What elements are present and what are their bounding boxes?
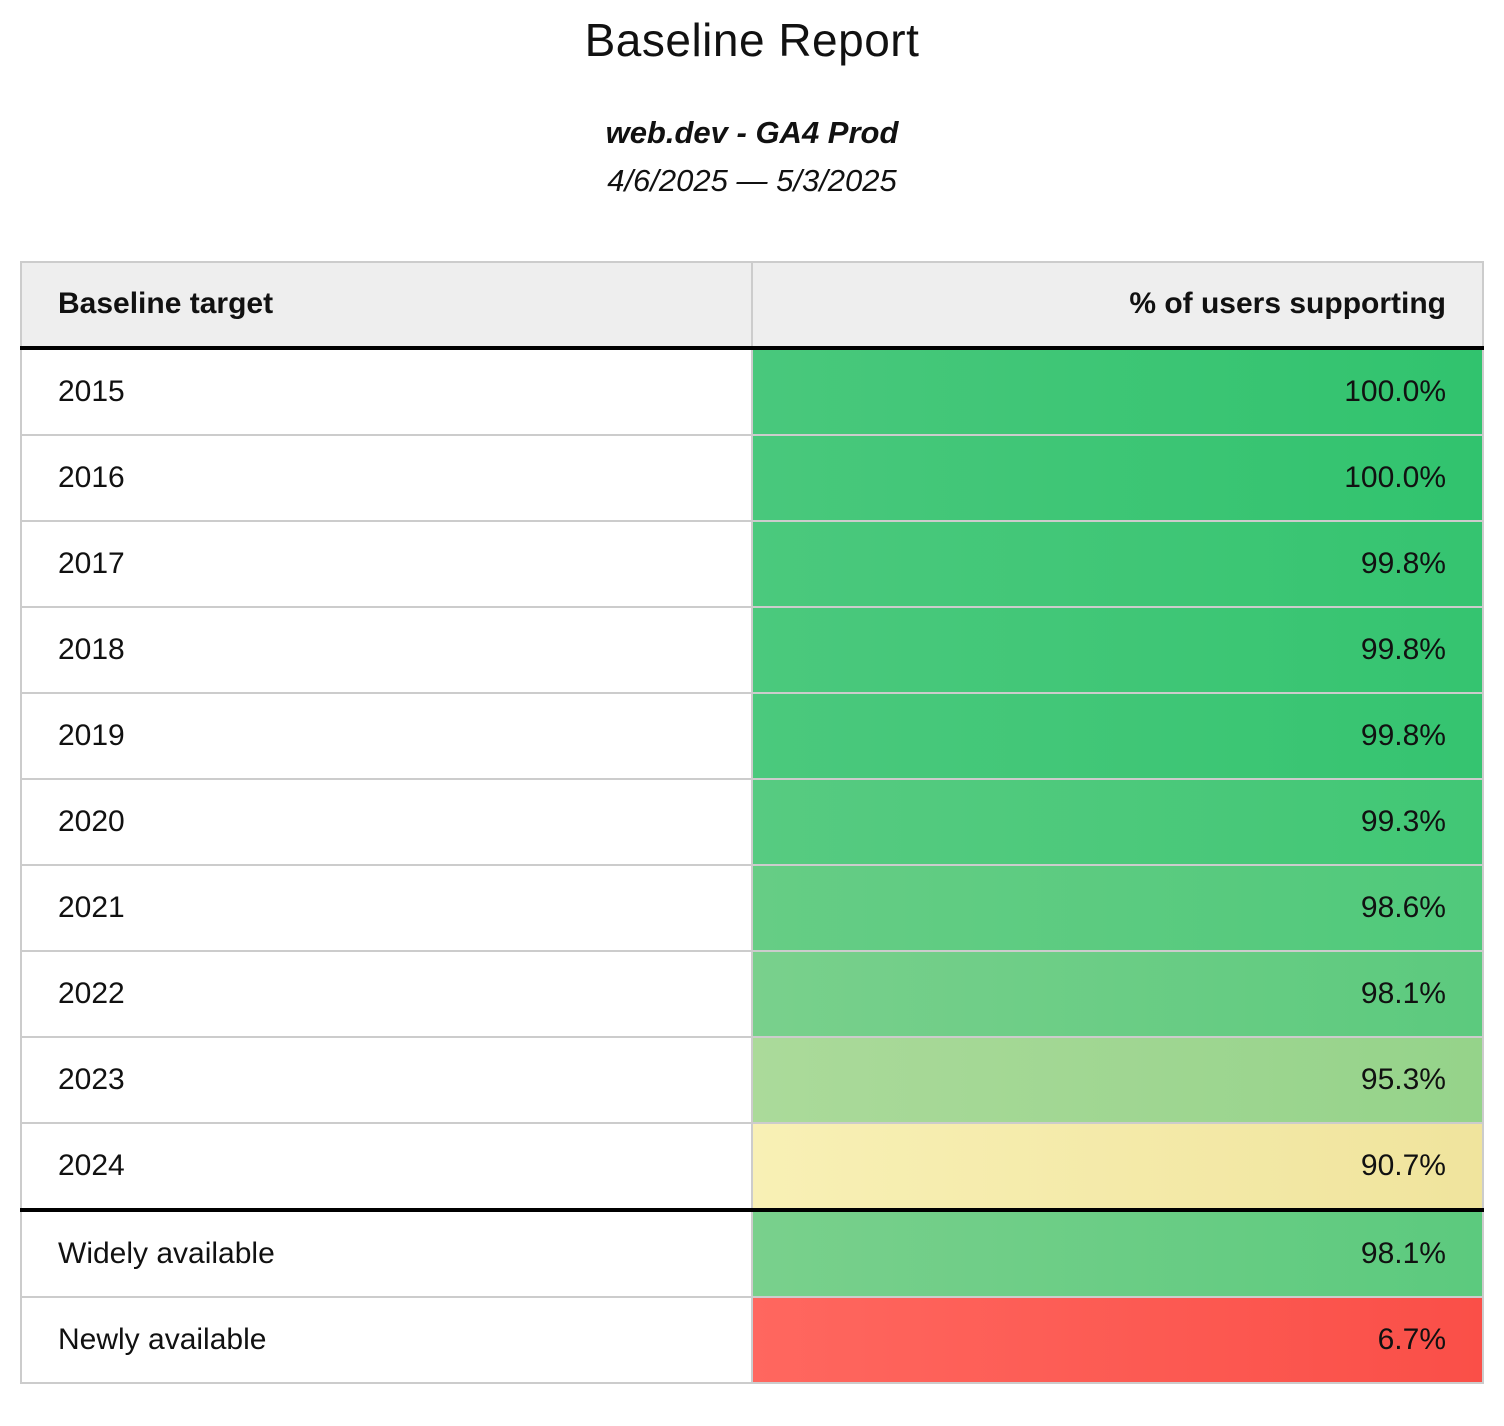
baseline-target-cell: 2019: [20, 691, 753, 780]
percent-cell: 6.7%: [751, 1295, 1484, 1384]
percent-cell: 98.1%: [751, 1208, 1484, 1298]
percent-cell: 98.6%: [751, 863, 1484, 952]
percent-cell: 99.8%: [751, 605, 1484, 694]
baseline-target-cell: 2022: [20, 949, 753, 1038]
baseline-target-cell: 2015: [20, 346, 753, 436]
baseline-target-cell: Widely available: [20, 1208, 753, 1298]
report-subtitle: web.dev - GA4 Prod: [605, 114, 899, 150]
table-row-widely-available: Widely available 98.1%: [20, 1208, 1484, 1298]
table-row-2021: 2021 98.6%: [20, 863, 1484, 952]
table-row-2024: 2024 90.7%: [20, 1121, 1484, 1212]
percent-cell: 90.7%: [751, 1121, 1484, 1212]
table-header-row: Baseline target % of users supporting: [20, 260, 1484, 350]
table-row-2016: 2016 100.0%: [20, 433, 1484, 522]
page-title: Baseline Report: [584, 14, 920, 66]
table-row-2020: 2020 99.3%: [20, 777, 1484, 866]
table-row-newly-available: Newly available 6.7%: [20, 1295, 1484, 1384]
percent-cell: 99.8%: [751, 519, 1484, 608]
table-row-2018: 2018 99.8%: [20, 605, 1484, 694]
percent-cell: 99.8%: [751, 691, 1484, 780]
baseline-target-cell: 2017: [20, 519, 753, 608]
column-header-baseline-target: Baseline target: [20, 260, 753, 350]
table-row-2019: 2019 99.8%: [20, 691, 1484, 780]
baseline-target-cell: 2021: [20, 863, 753, 952]
percent-cell: 100.0%: [751, 433, 1484, 522]
baseline-target-cell: 2020: [20, 777, 753, 866]
table-row-2022: 2022 98.1%: [20, 949, 1484, 1038]
baseline-target-cell: 2016: [20, 433, 753, 522]
baseline-target-cell: 2023: [20, 1035, 753, 1124]
percent-cell: 100.0%: [751, 346, 1484, 436]
report-date-range: 4/6/2025 — 5/3/2025: [607, 162, 897, 198]
baseline-target-cell: 2018: [20, 605, 753, 694]
baseline-target-cell: 2024: [20, 1121, 753, 1212]
column-header-percent-users: % of users supporting: [751, 260, 1484, 350]
percent-cell: 99.3%: [751, 777, 1484, 866]
baseline-target-cell: Newly available: [20, 1295, 753, 1384]
table-row-2023: 2023 95.3%: [20, 1035, 1484, 1124]
table-row-2015: 2015 100.0%: [20, 346, 1484, 436]
table-row-2017: 2017 99.8%: [20, 519, 1484, 608]
report-meta: web.dev - GA4 Prod 4/6/2025 — 5/3/2025: [0, 109, 1504, 205]
percent-cell: 98.1%: [751, 949, 1484, 1038]
baseline-table: Baseline target % of users supporting 20…: [20, 260, 1484, 1384]
percent-cell: 95.3%: [751, 1035, 1484, 1124]
